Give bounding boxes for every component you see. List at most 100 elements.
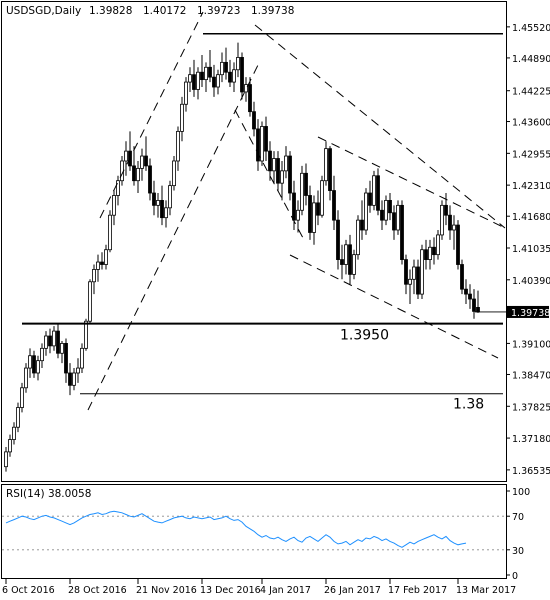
candle	[368, 180, 372, 213]
candle	[464, 279, 468, 304]
candle-body-up	[344, 244, 348, 265]
candle	[428, 239, 432, 270]
candle	[52, 326, 56, 351]
rsi-tick-label: 70	[512, 512, 524, 523]
candle	[408, 269, 412, 304]
candle-body-down	[304, 172, 308, 196]
candle-body-down	[100, 261, 104, 265]
candle	[348, 234, 352, 285]
candle-body-up	[280, 170, 284, 184]
candle-body-down	[148, 165, 152, 194]
candle-body-up	[220, 61, 224, 76]
candle	[16, 402, 20, 433]
price-tick-label: 1.41680	[512, 212, 550, 223]
price-axis: 1.45520 1.44890 1.44225 1.43600 1.42955 1.423…	[475, 23, 550, 477]
ohlc-low: 1.39723	[197, 5, 240, 17]
candle-body-up	[408, 278, 412, 285]
candle	[328, 146, 332, 201]
price-tick-label: 1.40390	[512, 276, 550, 287]
price-tick-label: 1.41035	[512, 244, 550, 255]
candle-body-up	[168, 185, 172, 209]
candle	[252, 101, 256, 137]
candle	[284, 146, 288, 179]
candle-body-up	[88, 281, 92, 322]
candle	[28, 348, 32, 378]
candle	[88, 279, 92, 324]
time-tick-label: 17 Feb 2017	[388, 585, 447, 596]
time-axis: 6 Oct 2016 28 Oct 2016 21 Nov 2016 13 Dec 2…	[2, 579, 516, 596]
candle-body-up	[72, 372, 76, 386]
price-tick-label: 1.36535	[512, 466, 550, 477]
candle-body-up	[324, 148, 328, 182]
candle	[60, 340, 64, 364]
candle-body-up	[320, 180, 324, 216]
candle	[296, 200, 300, 233]
candle	[412, 259, 416, 295]
price-tick-label: 1.45520	[512, 23, 550, 34]
candle	[136, 160, 140, 194]
candle	[312, 195, 316, 245]
candle-body-down	[400, 204, 404, 260]
candle	[356, 215, 360, 260]
candle	[244, 77, 248, 102]
candle	[64, 338, 68, 383]
candle	[188, 67, 192, 92]
last-price-label: 1.39738	[511, 308, 550, 319]
candle	[420, 244, 424, 300]
channel-upper-right-dashed	[317, 136, 506, 229]
candle	[220, 52, 224, 83]
price-tick-label: 1.38470	[512, 370, 550, 381]
candle-body-up	[180, 103, 184, 132]
candle-body-down	[160, 200, 164, 219]
candle-body-up	[384, 200, 388, 221]
candle	[48, 328, 52, 354]
candle	[400, 200, 404, 265]
candle	[4, 446, 8, 472]
candle	[36, 355, 40, 381]
ohlc-high: 1.40172	[143, 5, 186, 17]
candle	[180, 96, 184, 142]
candle	[24, 363, 28, 393]
candle	[340, 244, 344, 280]
candle	[300, 165, 304, 216]
candle	[280, 160, 284, 201]
candle-body-down	[376, 175, 380, 211]
rsi-line	[5, 510, 467, 548]
candle-body-down	[192, 74, 196, 90]
candle-body-up	[188, 74, 192, 83]
candle	[308, 185, 312, 240]
candle-body-up	[116, 180, 120, 196]
candle-body-down	[152, 192, 156, 206]
candle	[192, 59, 196, 97]
candle-body-down	[256, 128, 260, 162]
candle	[240, 52, 244, 100]
candle	[200, 54, 204, 88]
candle	[216, 69, 220, 95]
candle-body-down	[476, 307, 480, 313]
candle-body-up	[412, 266, 416, 280]
candle	[452, 215, 456, 250]
candle	[436, 230, 440, 260]
time-tick-label: 4 Jan 2017	[260, 585, 311, 596]
candle-body-up	[136, 167, 140, 182]
candle-body-up	[156, 200, 160, 206]
candle-body-up	[24, 367, 28, 389]
ohlc-open: 1.39828	[89, 5, 132, 17]
candle-body-down	[388, 200, 392, 214]
candle	[456, 220, 460, 270]
candle-body-up	[76, 367, 80, 374]
symbol-title: USDSGD,Daily	[6, 5, 81, 17]
candle	[168, 180, 172, 216]
candle-body-down	[340, 259, 344, 265]
candle-body-up	[184, 81, 188, 105]
candle	[360, 200, 364, 240]
rsi-axis: 100 70 30 0	[506, 487, 530, 582]
candle-body-up	[52, 330, 56, 347]
candle-body-up	[196, 71, 200, 90]
candle-body-down	[64, 343, 68, 374]
candle	[32, 350, 36, 378]
candle	[140, 148, 144, 181]
candle-body-up	[108, 214, 112, 251]
candle	[44, 331, 48, 356]
candle-body-down	[68, 372, 72, 386]
